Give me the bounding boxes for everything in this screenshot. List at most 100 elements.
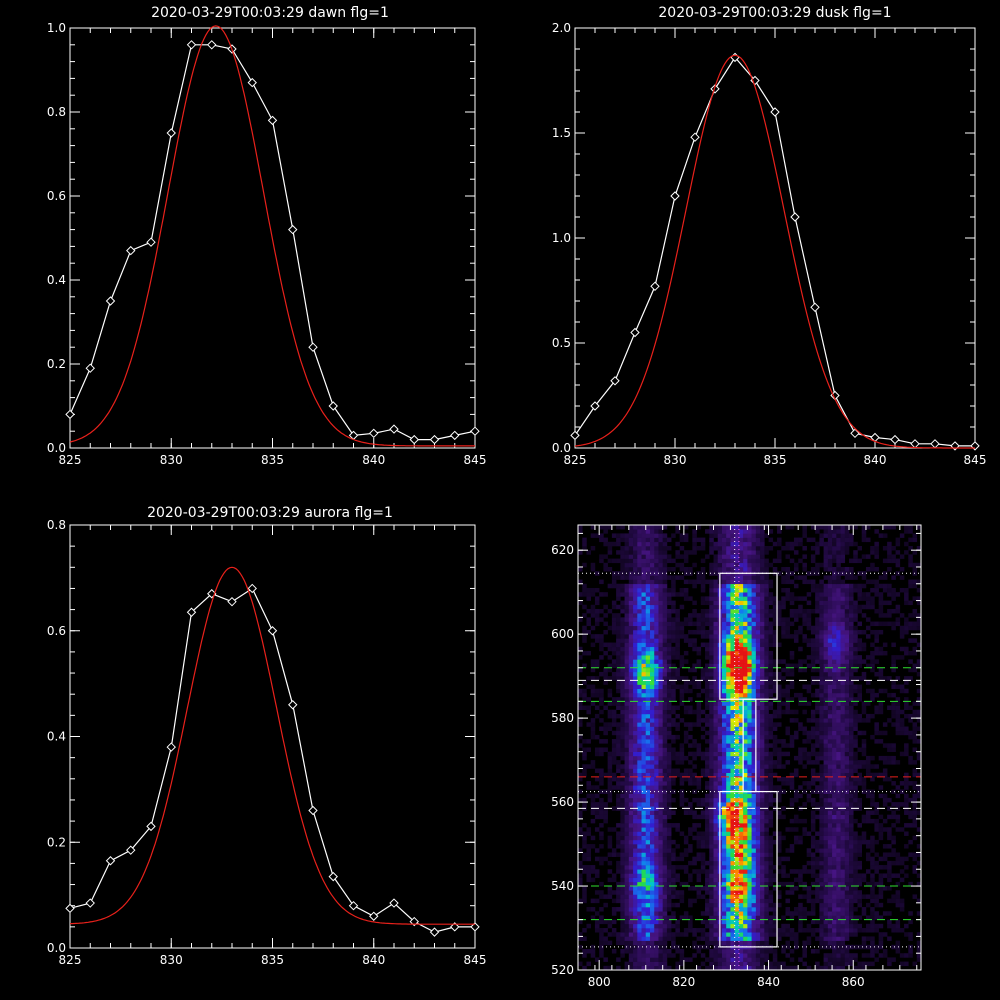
image-cell [738, 659, 744, 664]
image-cell [607, 751, 613, 757]
image-cell [649, 814, 655, 820]
image-cell [815, 886, 820, 891]
image-cell [751, 814, 757, 820]
image-cell [882, 642, 888, 648]
image-cell [810, 949, 816, 954]
image-cell [840, 839, 846, 845]
image-cell [891, 923, 896, 929]
image-cell [645, 907, 651, 912]
image-cell [734, 688, 740, 694]
image-cell [827, 818, 833, 824]
image-cell [878, 835, 884, 841]
image-cell [912, 852, 918, 857]
image-cell [713, 907, 719, 912]
image-cell [908, 810, 913, 815]
image-cell [836, 705, 841, 711]
image-cell [738, 743, 744, 748]
image-cell [594, 663, 600, 669]
image-cell [751, 839, 757, 845]
image-cell [709, 789, 714, 794]
image-cell [616, 886, 621, 891]
aurora-y-tick-label: 0.4 [47, 730, 66, 744]
image-cell [679, 865, 685, 870]
image-cell [700, 709, 706, 715]
image-cell [658, 793, 663, 799]
image-cell [823, 860, 829, 866]
image-cell [819, 701, 824, 706]
image-cell [734, 831, 740, 836]
image-cell [688, 810, 693, 815]
image-cell [582, 890, 587, 895]
image-cell [861, 831, 867, 836]
image-cell [870, 802, 875, 807]
image-cell [578, 881, 583, 887]
image-cell [709, 760, 714, 765]
image-cell [878, 730, 884, 736]
image-cell [861, 940, 867, 946]
image-cell [760, 646, 765, 652]
image-cell [620, 726, 625, 732]
image-cell [849, 697, 854, 702]
image-cell [827, 886, 833, 891]
image-cell [641, 898, 647, 904]
image-cell [738, 671, 744, 677]
image-cell [887, 747, 892, 752]
image-cell [649, 953, 655, 958]
image-cell [713, 684, 719, 690]
image-cell [844, 730, 850, 736]
image-cell [802, 961, 807, 967]
image-cell [662, 949, 668, 954]
image-cell [840, 898, 846, 904]
image-cell [870, 936, 875, 941]
image-cell [768, 915, 774, 920]
image-cell [743, 722, 748, 727]
image-cell [709, 655, 714, 660]
image-cell [810, 902, 816, 908]
image-cell [658, 755, 663, 761]
image-cell [832, 722, 837, 727]
image-cell [586, 852, 591, 857]
image-cell [793, 932, 799, 937]
image-cell [709, 751, 714, 757]
image-cell [721, 844, 727, 849]
image-cell [810, 772, 816, 778]
image-cell [594, 713, 600, 719]
image-cell [832, 940, 837, 946]
image-cell [887, 869, 892, 874]
image-cell [785, 953, 791, 958]
image-cell [611, 776, 617, 782]
image-cell [844, 634, 850, 639]
image-cell [721, 961, 727, 967]
image-cell [772, 676, 778, 681]
image-cell [844, 772, 850, 778]
image-cell [590, 642, 596, 648]
image-cell [751, 659, 757, 664]
image-cell [878, 873, 884, 878]
image-cell [734, 835, 740, 841]
image-cell [696, 718, 702, 723]
image-cell [789, 697, 795, 702]
image-cell [764, 751, 769, 757]
image-cell [590, 764, 596, 769]
image-cell [599, 692, 604, 698]
image-cell [772, 739, 778, 744]
image-cell [700, 911, 706, 916]
image-cell [709, 726, 714, 732]
image-cell [738, 642, 744, 648]
image-cell [823, 650, 829, 656]
image-cell [649, 634, 655, 639]
image-cell [700, 629, 706, 635]
image-cell [789, 680, 795, 685]
image-cell [717, 705, 723, 711]
image-cell [743, 671, 748, 677]
image-cell [666, 667, 672, 673]
image-cell [666, 676, 672, 681]
image-cell [586, 697, 591, 702]
image-cell [662, 667, 668, 673]
image-cell [887, 797, 892, 803]
image-cell [874, 726, 879, 732]
image-cell [849, 776, 854, 782]
image-cell [730, 718, 735, 723]
image-cell [637, 814, 642, 820]
image-cell [840, 835, 846, 841]
